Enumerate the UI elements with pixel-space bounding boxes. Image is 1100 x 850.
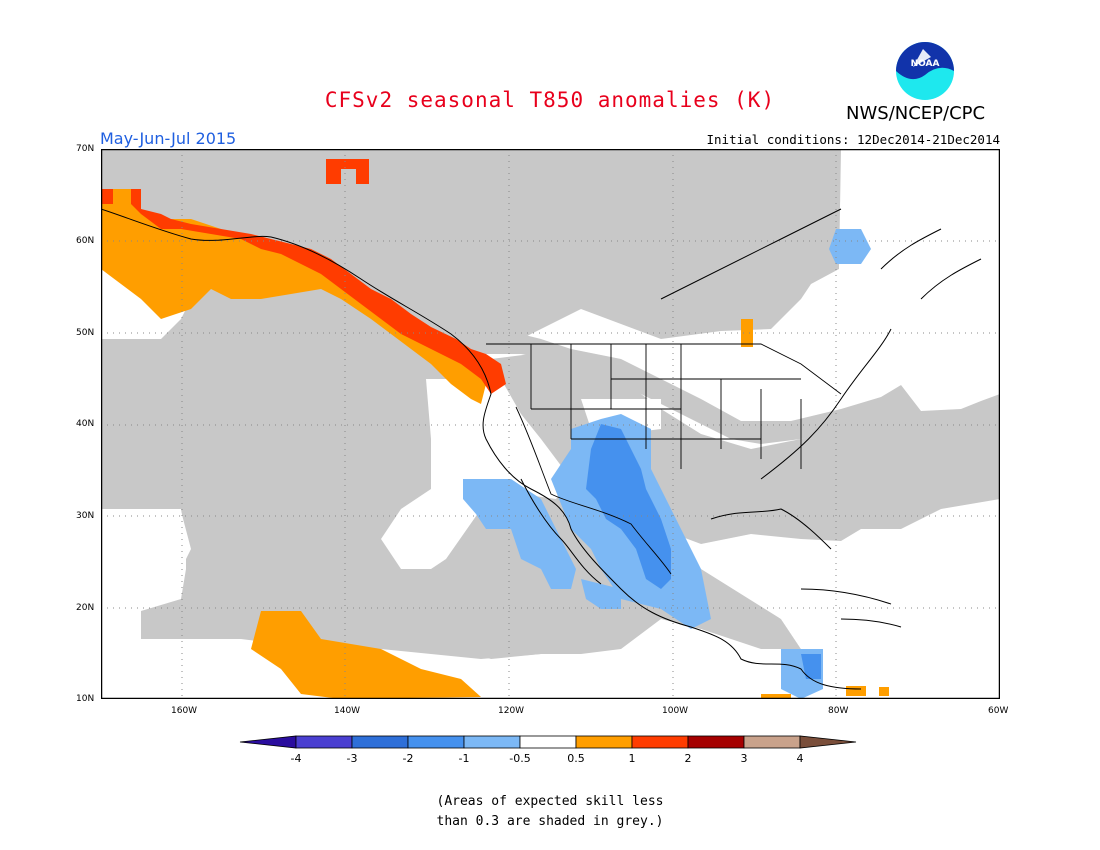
- lon-label-140w: 140W: [334, 706, 361, 716]
- agency-label: NWS/NCEP/CPC: [846, 103, 986, 124]
- colorbar-box: [687, 735, 745, 749]
- lon-label-100w: 100W: [662, 706, 689, 716]
- lat-label-10n: 10N: [76, 694, 95, 704]
- colorbar-label: 4: [797, 752, 804, 765]
- colorbar-label: 3: [741, 752, 748, 765]
- lat-label-70n: 70N: [76, 144, 95, 154]
- lon-label-80w: 80W: [828, 706, 849, 716]
- lon-label-120w: 120W: [498, 706, 525, 716]
- warm-anomaly-red: [101, 159, 506, 394]
- skill-note: (Areas of expected skill less than 0.3 a…: [0, 792, 1100, 832]
- colorbar-box: [631, 735, 689, 749]
- colorbar: -4 -3 -2 -1 -0.5 0.5 1 2 3 4: [239, 735, 857, 765]
- white-areas: [101, 149, 1000, 699]
- lat-label-60n: 60N: [76, 236, 95, 246]
- map-title: CFSv2 seasonal T850 anomalies (K): [324, 88, 776, 112]
- initial-conditions-label: Initial conditions: 12Dec2014-21Dec2014: [706, 132, 1001, 147]
- season-label: May-Jun-Jul 2015: [100, 129, 237, 148]
- colorbar-box: [295, 735, 353, 749]
- lat-label-40n: 40N: [76, 419, 95, 429]
- skill-note-line2: than 0.3 are shaded in grey.): [436, 814, 664, 829]
- colorbar-box: [407, 735, 465, 749]
- borders: [486, 343, 842, 575]
- colorbar-label: -4: [291, 752, 302, 765]
- colorbar-label: 2: [685, 752, 692, 765]
- lat-label-30n: 30N: [76, 511, 95, 521]
- colorbar-label: -0.5: [509, 752, 530, 765]
- coastlines: [101, 208, 982, 690]
- colorbar-box: [575, 735, 633, 749]
- anomaly-map: [101, 149, 1000, 699]
- colorbar-label: -2: [403, 752, 414, 765]
- colorbar-label: -3: [347, 752, 358, 765]
- colorbar-box: [463, 735, 521, 749]
- colorbar-box: [351, 735, 409, 749]
- colorbar-box: [519, 735, 577, 749]
- noaa-logo: NOAA: [896, 42, 954, 100]
- colorbar-label: 1: [629, 752, 636, 765]
- warm-anomaly-orange: [101, 189, 889, 699]
- lon-label-60w: 60W: [988, 706, 1009, 716]
- colorbar-label: 0.5: [567, 752, 585, 765]
- noaa-logo-text: NOAA: [911, 59, 940, 69]
- colorbar-label: -1: [459, 752, 470, 765]
- lat-label-20n: 20N: [76, 603, 95, 613]
- lat-label-50n: 50N: [76, 328, 95, 338]
- skill-note-line1: (Areas of expected skill less: [436, 794, 664, 809]
- colorbar-arrow-high: [799, 735, 857, 749]
- lon-label-160w: 160W: [171, 706, 198, 716]
- colorbar-box: [743, 735, 801, 749]
- colorbar-arrow-low: [239, 735, 297, 749]
